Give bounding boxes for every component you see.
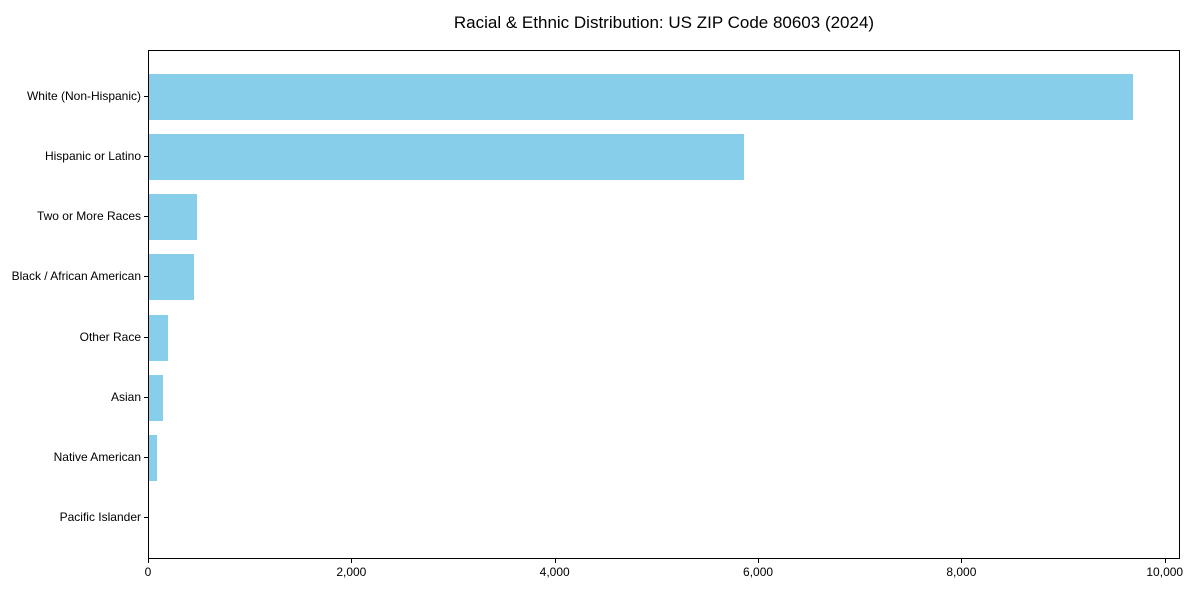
bar-two-or-more-races bbox=[149, 194, 197, 241]
x-axis-label: 2,000 bbox=[336, 565, 367, 579]
x-axis-label: 8,000 bbox=[946, 565, 977, 579]
x-axis-tick bbox=[961, 559, 963, 563]
y-axis-label: Black / African American bbox=[11, 269, 141, 284]
x-axis-tick bbox=[1164, 559, 1166, 563]
x-axis-tick bbox=[351, 559, 353, 563]
bar-hispanic-or-latino bbox=[149, 134, 744, 181]
y-axis-tick bbox=[144, 96, 148, 97]
y-axis-label: Native American bbox=[53, 449, 141, 464]
x-axis-label: 6,000 bbox=[743, 565, 774, 579]
y-axis-label: Pacific Islander bbox=[59, 509, 141, 524]
bar-other-race bbox=[149, 314, 168, 361]
chart-title: Racial & Ethnic Distribution: US ZIP Cod… bbox=[453, 13, 875, 32]
bar-white-non-hispanic bbox=[149, 74, 1133, 120]
y-axis-tick bbox=[144, 516, 148, 518]
x-axis-tick bbox=[554, 559, 556, 563]
y-axis-label: Two or More Races bbox=[36, 209, 141, 224]
y-axis-tick bbox=[144, 276, 148, 278]
bar-asian bbox=[149, 374, 163, 421]
plot-area bbox=[148, 50, 1180, 559]
y-axis-tick bbox=[144, 456, 148, 458]
bar-black-african-american bbox=[149, 254, 194, 301]
y-axis-label: Hispanic or Latino bbox=[44, 149, 141, 164]
x-axis-tick bbox=[148, 559, 149, 563]
x-axis-label: 10,000 bbox=[1146, 565, 1184, 579]
y-axis-tick bbox=[144, 336, 148, 338]
y-axis-label: Other Race bbox=[79, 329, 141, 344]
x-axis-label: 0 bbox=[144, 565, 152, 579]
y-axis-tick bbox=[144, 216, 148, 218]
x-axis-label: 4,000 bbox=[539, 565, 570, 579]
y-axis-label: Asian bbox=[110, 389, 141, 404]
y-axis-tick bbox=[144, 156, 148, 158]
bar-native-american bbox=[149, 434, 157, 481]
y-axis-tick bbox=[144, 396, 148, 398]
y-axis-label: White (Non-Hispanic) bbox=[26, 89, 141, 103]
x-axis-tick bbox=[758, 559, 760, 563]
